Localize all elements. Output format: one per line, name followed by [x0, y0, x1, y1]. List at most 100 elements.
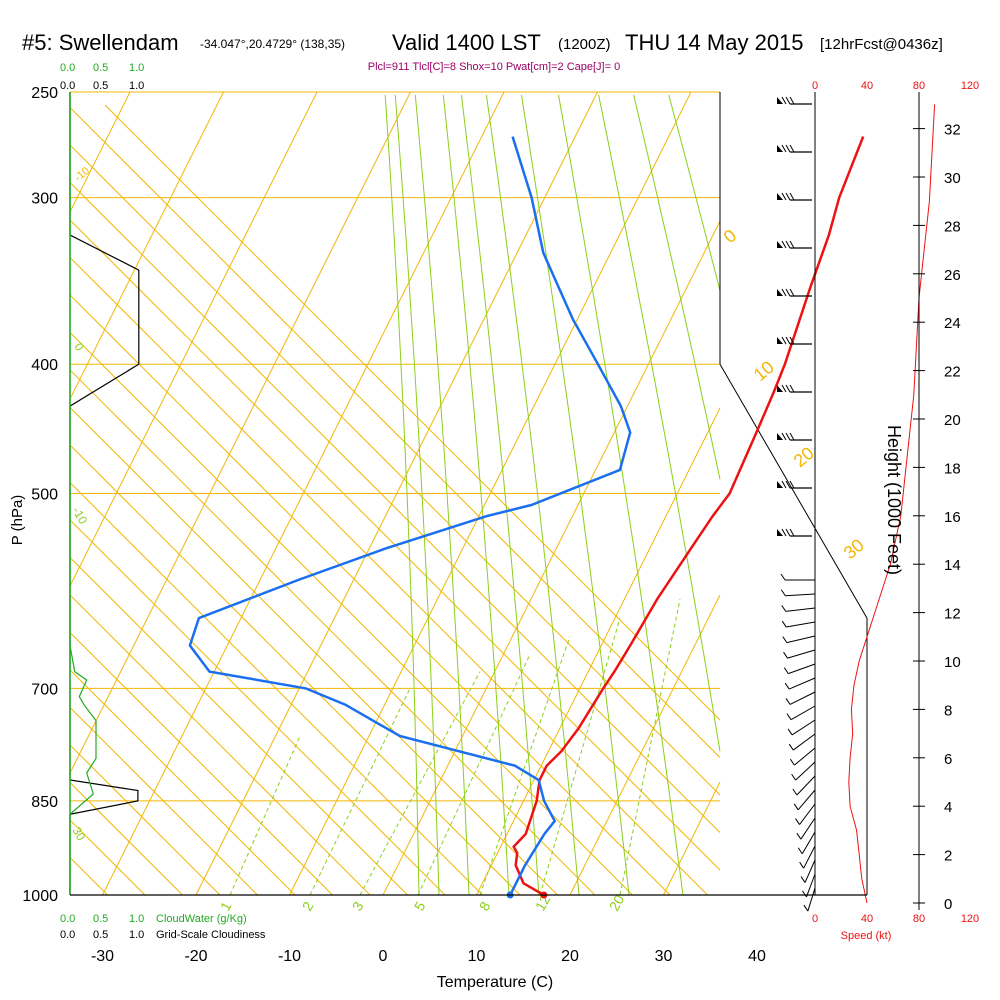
dry-adiabat-line	[69, 407, 558, 896]
mixing-ratio-label: 1	[217, 899, 235, 914]
temperature-tick-label: 20	[561, 948, 579, 965]
cloudwater-tick-bottom-0: 0.0	[60, 913, 75, 925]
speed-tick-bottom-1: 40	[861, 913, 873, 925]
frame-slant	[719, 363, 868, 895]
cloudwater-profile	[69, 92, 97, 895]
moist-adiabat-label: -10	[69, 505, 90, 527]
height-tick-label: 8	[944, 702, 952, 719]
wind-barb	[784, 677, 816, 690]
wind-barb	[785, 691, 816, 705]
speed-tick-bottom-0: 0	[812, 913, 818, 925]
temperature-tick-label: -10	[278, 948, 301, 965]
wind-barb	[782, 635, 816, 644]
dry-adiabat-line	[69, 482, 483, 896]
moist-adiabat-label: 30	[69, 825, 88, 844]
moist-adiabat-line	[460, 94, 540, 896]
dry-adiabat-line	[69, 744, 221, 896]
dry-adiabat-line	[69, 819, 146, 896]
height-tick-label: 30	[944, 170, 961, 187]
moist-adiabat-line	[384, 94, 420, 896]
pressure-tick-label: 500	[31, 487, 58, 504]
mixing-ratio-line	[417, 654, 531, 896]
dry-adiabat-line	[69, 707, 258, 896]
cloudwater-legend-top: 0.0 0.5 1.0 0.0 0.5 1.0	[60, 62, 144, 92]
wind-barb	[788, 733, 816, 751]
speed-tick-top-3: 120	[961, 80, 979, 92]
wind-barb	[796, 817, 816, 840]
pressure-tick-label: 400	[31, 357, 58, 374]
dry-adiabat-label: 0	[720, 225, 741, 247]
wind-barb	[781, 605, 816, 612]
moist-adiabat-label: 0	[71, 341, 87, 354]
wind-barb	[781, 620, 816, 628]
mixing-ratio-line	[229, 735, 301, 896]
wind-barb	[777, 240, 812, 249]
cloudwater-legend-bottom: 0.0 0.5 1.0 CloudWater (g/Kg) 0.0 0.5 1.…	[60, 913, 266, 941]
y-axis-label: P (hPa)	[9, 495, 26, 546]
height-tick-label: 12	[944, 606, 961, 623]
wind-barb	[783, 649, 816, 659]
isotherm-line	[569, 594, 721, 896]
cloudiness-tick-top-1: 0.5	[93, 80, 108, 92]
dry-adiabat-line	[69, 557, 408, 896]
wind-barb	[777, 528, 812, 537]
station-coords: -34.047°,20.4729° (138,35)	[200, 37, 345, 51]
height-tick-label: 6	[944, 751, 952, 768]
temperature-tick-label: 30	[655, 948, 673, 965]
speed-axis-label: Speed (kt)	[841, 930, 892, 942]
isotherm-line	[69, 91, 318, 587]
isotherm-line	[476, 407, 721, 896]
moist-adiabat-line	[485, 94, 580, 896]
cloudwater-tick-top-1: 0.5	[93, 62, 108, 74]
mixing-ratio-label: 3	[349, 899, 367, 914]
isotherm-line	[663, 781, 721, 896]
zulu-time: (1200Z)	[558, 36, 611, 53]
pressure-tick-label: 250	[31, 85, 58, 102]
pressure-tick-label: 850	[31, 794, 58, 811]
pressure-tick-label: 1000	[22, 888, 58, 905]
stability-indices: Plcl=911 Tlcl[C]=8 Shox=10 Pwat[cm]=2 Ca…	[368, 61, 620, 73]
temperature-tick-label: -30	[91, 948, 114, 965]
height-tick-label: 4	[944, 799, 952, 816]
moist-adiabat-line	[668, 94, 721, 291]
moist-adiabat-line	[394, 94, 440, 896]
wind-barb	[793, 789, 816, 811]
cloudiness-label: Grid-Scale Cloudiness	[156, 929, 266, 941]
pressure-tick-label: 300	[31, 191, 58, 208]
dry-adiabat-label: 30	[840, 535, 868, 563]
speed-tick-bottom-2: 80	[913, 913, 925, 925]
dry-adiabat-line	[69, 369, 596, 896]
isotherm-line	[195, 91, 598, 896]
speed-tick-top-2: 80	[913, 80, 925, 92]
moist-adiabat-line	[558, 94, 684, 896]
mixing-ratio-line	[539, 617, 621, 896]
mixing-ratio-line	[479, 636, 571, 896]
wind-barb	[777, 384, 812, 393]
height-tick-label: 24	[944, 315, 961, 332]
wind-barb	[802, 873, 816, 898]
dewpoint-profile	[188, 136, 632, 896]
dry-adiabat-line	[69, 107, 721, 758]
wind-barb	[777, 192, 812, 201]
speed-tick-top-1: 40	[861, 80, 873, 92]
dry-adiabat-line	[104, 104, 721, 721]
cloudwater-tick-top-2: 1.0	[129, 62, 144, 74]
isotherm-line	[289, 91, 692, 896]
wind-barb	[789, 747, 816, 766]
height-tick-label: 14	[944, 557, 961, 574]
mixing-ratio-label: 8	[476, 899, 494, 914]
temperature-tick-label: 40	[748, 948, 766, 965]
wind-barb	[797, 831, 816, 855]
cloudiness-tick-top-0: 0.0	[60, 80, 75, 92]
wind-barb	[780, 589, 816, 597]
x-axis-label: Temperature (C)	[437, 974, 553, 991]
temperature-tick-label: 0	[379, 948, 388, 965]
wind-barb	[777, 480, 812, 489]
dry-adiabat-label: -10	[72, 165, 92, 184]
height-axis-label: Height (1000 Feet)	[884, 425, 904, 575]
height-tick-label: 16	[944, 509, 961, 526]
dry-adiabat-label: 10	[750, 357, 778, 385]
mixing-ratio-line	[309, 688, 411, 896]
moist-adiabat-line	[598, 94, 721, 752]
